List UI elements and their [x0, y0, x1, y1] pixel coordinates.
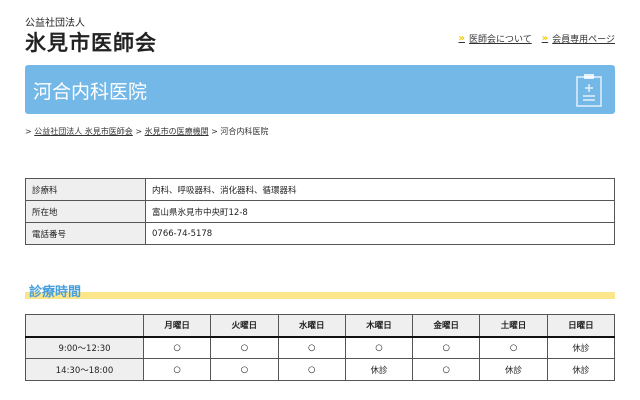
clipboard-medical-icon [576, 74, 602, 107]
day-header: 土曜日 [479, 314, 548, 338]
org-type: 公益社団法人 [25, 18, 85, 29]
hours-heading-text: 診療時間 [29, 285, 82, 300]
info-value: 内科、呼吸器科、消化器科、循環器科 [145, 178, 615, 201]
info-label: 診療科 [25, 178, 146, 201]
cell: 休診 [479, 358, 548, 381]
hours-table: 月曜日 火曜日 水曜日 木曜日 金曜日 土曜日 日曜日 9:00～12:30 ○ ○ ○ ○ ○ ○ 休… [25, 314, 616, 381]
cell: ○ [479, 336, 548, 359]
info-value: 富山県氷見市中央町12-8 [145, 200, 615, 223]
breadcrumb-current: 河合内科医院 [220, 127, 269, 136]
time-slot: 14:30～18:00 [25, 358, 144, 381]
double-chevron-right-icon: » [541, 33, 549, 44]
nav-label: 医師会について [468, 35, 532, 45]
corner-cell [25, 314, 144, 338]
breadcrumb: > 公益社団法人 氷見市医師会 > 氷見市の医療機関 > 河合内科医院 [25, 127, 269, 136]
time-slot: 9:00～12:30 [25, 336, 144, 359]
breadcrumb-home[interactable]: 公益社団法人 氷見市医師会 [34, 127, 133, 136]
site-logo-title[interactable]: 氷見市医師会 [25, 31, 157, 55]
cell: ○ [142, 336, 212, 359]
nav-label: 会員専用ページ [552, 35, 615, 45]
page-title: 河合内科医院 [33, 81, 148, 103]
cell: ○ [210, 358, 279, 381]
info-value: 0766-74-5178 [145, 222, 615, 245]
page-banner: 河合内科医院 [25, 65, 615, 114]
top-nav: » 医師会について » 会員専用ページ [459, 32, 616, 45]
day-header: 木曜日 [344, 314, 414, 338]
day-header: 火曜日 [210, 314, 279, 338]
cell: ○ [344, 336, 414, 359]
table-header-row: 月曜日 火曜日 水曜日 木曜日 金曜日 土曜日 日曜日 [25, 314, 616, 338]
clinic-info-table: 診療科 内科、呼吸器科、消化器科、循環器科 所在地 富山県氷見市中央町12-8 電話… [25, 178, 615, 245]
cell: ○ [412, 358, 481, 381]
day-header: 月曜日 [142, 314, 212, 338]
table-row: 9:00～12:30 ○ ○ ○ ○ ○ ○ 休診 [25, 336, 616, 359]
table-row: 14:30～18:00 ○ ○ ○ 休診 ○ 休診 休診 [25, 358, 616, 381]
table-row: 電話番号 0766-74-5178 [25, 222, 615, 245]
cell: 休診 [546, 358, 616, 381]
table-row: 診療科 内科、呼吸器科、消化器科、循環器科 [25, 178, 615, 201]
info-label: 電話番号 [25, 222, 146, 245]
cell: 休診 [546, 336, 616, 359]
cell: ○ [142, 358, 212, 381]
day-header: 金曜日 [412, 314, 481, 338]
hours-heading: 診療時間 [25, 281, 615, 301]
nav-members[interactable]: » 会員専用ページ [542, 32, 615, 45]
double-chevron-right-icon: » [458, 33, 465, 44]
cell: ○ [277, 336, 346, 359]
cell: 休診 [344, 358, 414, 381]
info-label: 所在地 [25, 200, 146, 223]
cell: ○ [412, 336, 481, 359]
table-row: 所在地 富山県氷見市中央町12-8 [25, 200, 615, 223]
day-header: 日曜日 [546, 314, 616, 338]
cell: ○ [210, 336, 279, 359]
cell: ○ [277, 358, 346, 381]
day-header: 水曜日 [277, 314, 346, 338]
breadcrumb-institutions[interactable]: 氷見市の医療機関 [144, 127, 209, 136]
nav-about[interactable]: » 医師会について [459, 32, 532, 45]
